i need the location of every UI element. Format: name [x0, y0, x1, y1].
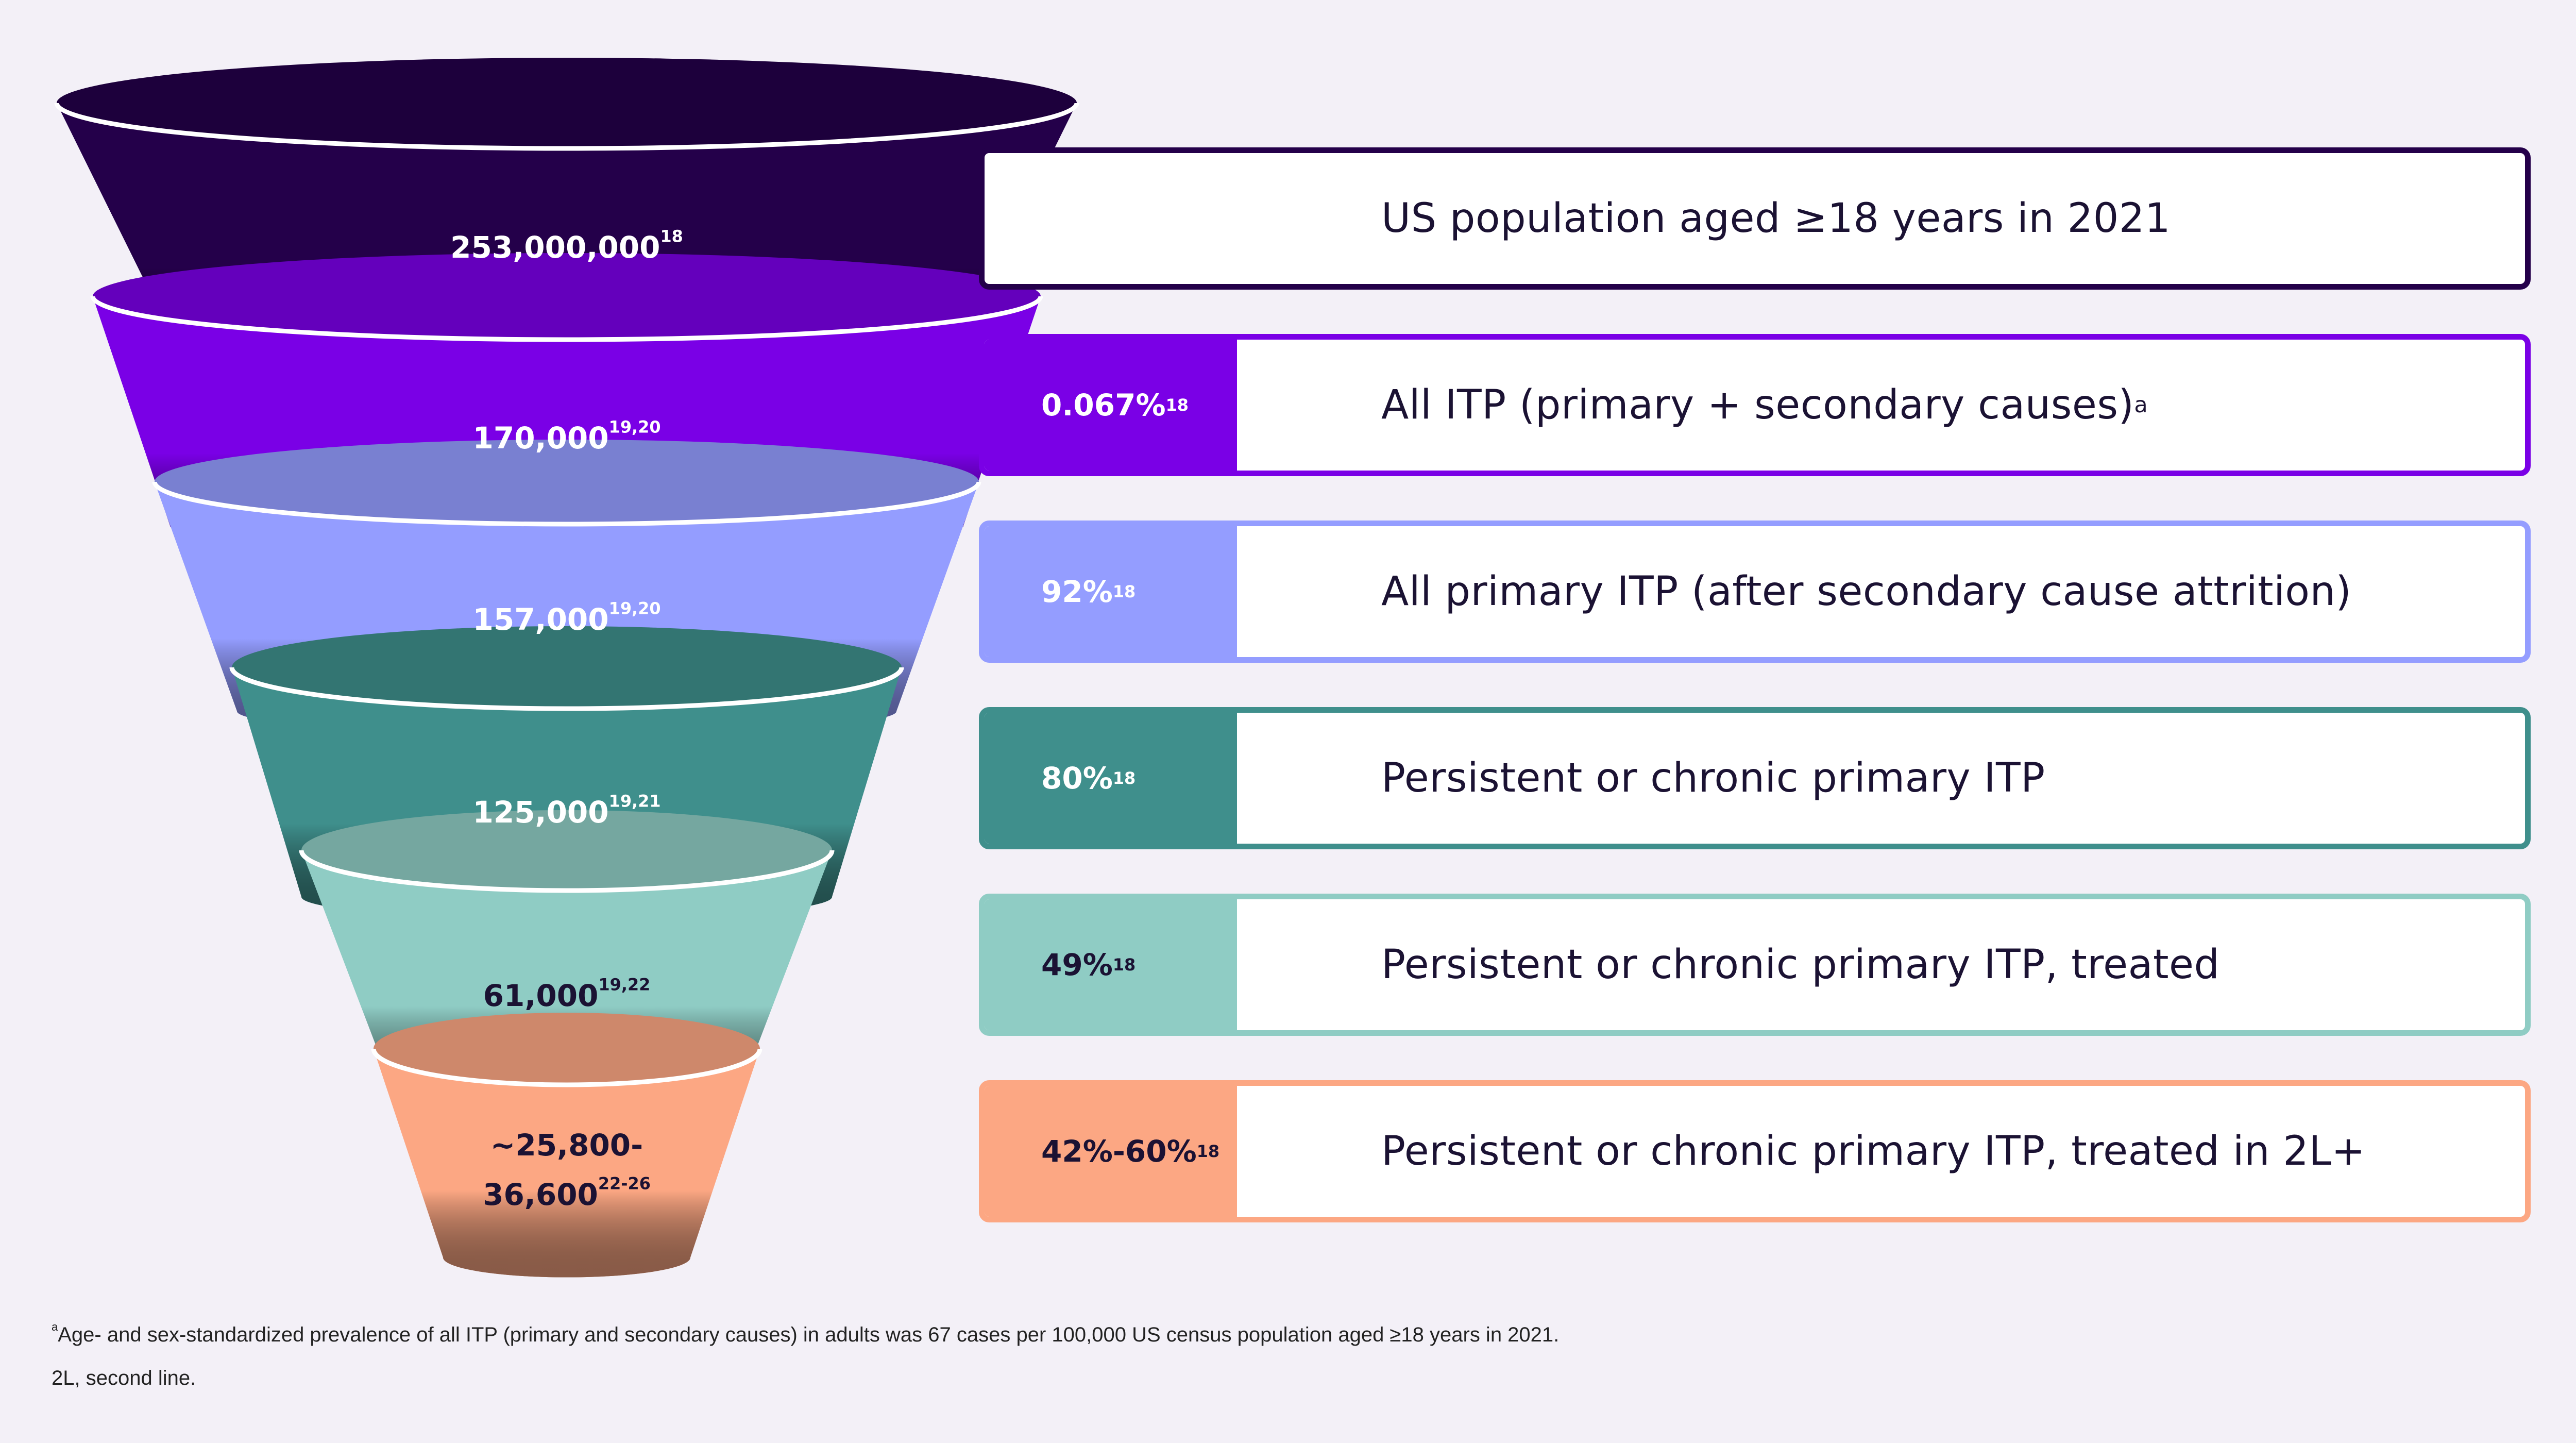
stage-1-label: US population aged ≥18 years in 2021: [1381, 195, 2171, 242]
funnel-stage-6-shading: [374, 1049, 760, 1278]
funnel-stage-6-rim: [374, 1013, 760, 1085]
funnel-stage-5-rim: [301, 810, 832, 891]
stage-3-percent: 92% 18: [1041, 574, 1136, 609]
stage-6-label: Persistent or chronic primary ITP, treat…: [1381, 1128, 2366, 1174]
stage-3-label: All primary ITP (after secondary cause a…: [1381, 568, 2352, 615]
stage-6-percent: 42%-60% 18: [1041, 1134, 1220, 1169]
stage-3-box: 92% 18 All primary ITP (after secondary c…: [979, 521, 2531, 663]
funnel-stage-2-rim: [93, 253, 1041, 340]
stage-4-percent: 80% 18: [1041, 761, 1136, 796]
stage-6-count: ~25,800- 36,60022-26: [483, 1128, 651, 1212]
stage-3-percent-band: 92% 18: [985, 526, 1237, 657]
stage-5-label: Persistent or chronic primary ITP, treat…: [1381, 942, 2220, 988]
stage-2-label: All ITP (primary + secondary causes) a: [1381, 382, 2148, 428]
stage-5-percent-band: 49% 18: [985, 899, 1237, 1030]
funnel-stage-1-rim: [57, 58, 1077, 148]
stage-6-box: 42%-60% 18 Persistent or chronic primary …: [979, 1080, 2531, 1222]
funnel-stage-6-lip: [371, 1048, 762, 1087]
funnel-stage-5-lip: [299, 850, 835, 893]
stage-1-count: 253,000,00018: [450, 226, 683, 265]
stage-2-percent-band: 0.067% 18: [985, 340, 1237, 471]
stage-4-box: 80% 18 Persistent or chronic primary ITP: [979, 707, 2531, 849]
stage-2-box: 0.067% 18 All ITP (primary + secondary ca…: [979, 334, 2531, 476]
footnote-abbreviation: 2L, second line.: [52, 1367, 196, 1389]
funnel-stage-2-lip: [90, 296, 1043, 342]
funnel-stage-4-lip: [229, 667, 904, 711]
funnel-stage-3-lip: [152, 481, 981, 527]
stage-3-count: 157,00019,20: [472, 598, 661, 637]
funnel-stage-4-rim: [232, 626, 902, 709]
footnote-a: aAge- and sex-standardized prevalence of…: [52, 1320, 1560, 1346]
stage-5-box: 49% 18 Persistent or chronic primary ITP,…: [979, 894, 2531, 1036]
stage-5-percent: 49% 18: [1041, 947, 1136, 982]
stage-2-count: 170,00019,20: [472, 417, 661, 456]
funnel-stage-3-rim: [155, 440, 979, 524]
stage-5-count: 61,00019,22: [483, 975, 651, 1013]
stage-4-count: 125,00019,21: [472, 791, 661, 830]
stage-6-percent-band: 42%-60% 18: [985, 1086, 1237, 1217]
stage-4-label: Persistent or chronic primary ITP: [1381, 755, 2045, 801]
footnotes: aAge- and sex-standardized prevalence of…: [52, 1313, 1559, 1400]
stage-1-box: US population aged ≥18 years in 2021: [979, 147, 2531, 290]
funnel-stage-1-lip: [54, 103, 1079, 151]
stage-2-percent: 0.067% 18: [1041, 388, 1189, 423]
stage-4-percent-band: 80% 18: [985, 713, 1237, 844]
